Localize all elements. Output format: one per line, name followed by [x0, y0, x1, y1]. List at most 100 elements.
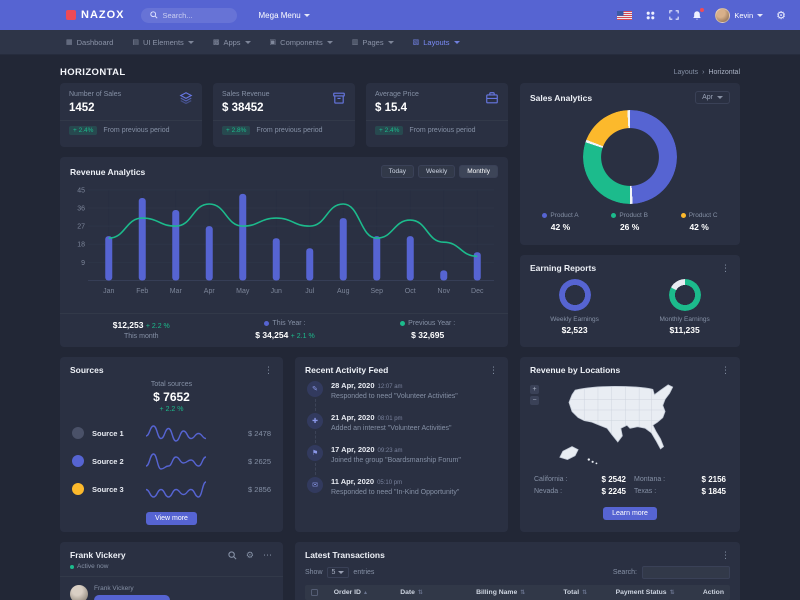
sources-card: Sources ⋮ Total sources $ 7652 + 2.2 % S… — [60, 357, 283, 532]
card-title: Latest Transactions — [305, 550, 385, 560]
weekly-earnings-ring — [558, 279, 591, 311]
settings-gear-icon[interactable]: ⚙ — [776, 9, 786, 22]
column-action: Action — [702, 589, 724, 596]
chat-settings-gear-icon[interactable]: ⚙ — [245, 550, 254, 560]
revenue-this-year: This Year : $ 34,254 + 2.1 % — [255, 320, 315, 340]
chevron-down-icon — [187, 40, 194, 44]
source-3-icon — [72, 483, 84, 495]
chevron-down-icon — [453, 40, 460, 44]
source-row[interactable]: Source 3 $ 2856 — [60, 475, 283, 503]
card-menu-icon[interactable]: ⋮ — [489, 364, 498, 375]
sales-donut-chart — [583, 110, 677, 204]
language-flag-icon[interactable] — [617, 10, 633, 20]
apps-icon: ▩ — [212, 39, 220, 46]
select-all-checkbox[interactable] — [311, 589, 318, 596]
delta-badge: + 2.4% — [375, 126, 404, 135]
breadcrumb-parent[interactable]: Layouts — [673, 69, 699, 76]
legend-dot — [542, 213, 548, 218]
table-search-input[interactable] — [642, 566, 730, 579]
activity-item: ✎ 28 Apr, 2020 12:07 am Responded to need… — [307, 381, 498, 413]
svg-text:Feb: Feb — [136, 288, 148, 295]
briefcase-icon — [485, 91, 499, 114]
location-stat: Nevada : $ 2245 — [534, 487, 626, 496]
source-row[interactable]: Source 2 $ 2625 — [60, 447, 283, 475]
column-payment-status[interactable]: Payment Status ⇅ — [615, 589, 675, 596]
card-menu-icon[interactable]: ⋮ — [721, 549, 730, 560]
location-stat: California : $ 2542 — [534, 475, 626, 484]
mega-menu-button[interactable]: Mega Menu — [259, 11, 310, 20]
chevron-down-icon — [717, 96, 723, 99]
chat-card: Frank Vickery Active now ⚙ ⋯ — [60, 542, 283, 600]
nav-item-pages[interactable]: ▥ Pages — [352, 38, 394, 47]
card-title: Sales Analytics — [530, 92, 593, 103]
notifications-bell-icon[interactable] — [692, 7, 705, 21]
delta-badge: + 2.8% — [222, 126, 251, 135]
components-icon: ▣ — [269, 39, 277, 46]
series-dot — [400, 321, 406, 326]
mail-icon: ✉ — [307, 477, 323, 493]
column-order-id[interactable]: Order ID ▴ — [333, 589, 367, 596]
learn-more-button[interactable]: Learn more — [603, 507, 657, 520]
show-entries-control: Show 5 entries — [305, 567, 375, 578]
apps-grid-icon[interactable] — [645, 10, 656, 21]
chat-avatar — [70, 585, 88, 600]
user-name: Kevin — [734, 10, 754, 20]
search-input[interactable] — [162, 10, 233, 20]
column-date[interactable]: Date ⇅ — [400, 589, 423, 596]
range-button-today[interactable]: Today — [380, 165, 415, 178]
chevron-down-icon — [387, 40, 394, 44]
sort-icon: ⇅ — [669, 590, 675, 596]
nav-item-layouts[interactable]: ▧ Layouts — [413, 38, 460, 47]
breadcrumb: Layouts › Horizontal — [674, 69, 740, 76]
card-menu-icon[interactable]: ⋮ — [264, 364, 273, 375]
svg-text:9: 9 — [81, 260, 85, 267]
location-stat: Montana : $ 2156 — [634, 475, 726, 484]
svg-text:Aug: Aug — [337, 288, 350, 295]
card-menu-icon[interactable]: ⋮ — [721, 364, 730, 375]
period-select[interactable]: Apr — [695, 91, 730, 104]
logo[interactable]: NAZOX — [66, 9, 125, 21]
view-more-button[interactable]: View more — [146, 512, 197, 525]
revenue-previous-year: Previous Year : $ 32,695 — [400, 320, 455, 340]
earning-reports-card: Earning Reports ⋮ Weekly Earnings $2,523… — [520, 255, 740, 347]
source-3-sparkline — [144, 479, 208, 499]
svg-text:Jul: Jul — [305, 288, 314, 295]
fullscreen-icon[interactable] — [669, 10, 680, 20]
user-menu[interactable]: Kevin — [715, 7, 764, 23]
nav-item-dashboard[interactable]: ▦ Dashboard — [66, 37, 114, 47]
legend-dot — [680, 213, 686, 218]
donut-legend: Product A 42 % Product B 26 % Product C … — [520, 204, 740, 232]
card-title: Sources — [70, 365, 104, 375]
stat-label: Average Price — [375, 91, 419, 98]
main-navbar: ▦ Dashboard ▤ UI Elements ▩ Apps ▣ Compo… — [0, 30, 800, 55]
dashboard-icon: ▦ — [66, 39, 73, 46]
online-status-dot — [70, 564, 74, 569]
column-total[interactable]: Total ⇅ — [563, 589, 588, 596]
breadcrumb-current: Horizontal — [708, 69, 740, 76]
column-billing-name[interactable]: Billing Name ⇅ — [476, 589, 526, 596]
stat-label: Number of Sales — [69, 91, 122, 98]
card-menu-icon[interactable]: ⋮ — [721, 262, 730, 273]
entries-select[interactable]: 5 — [326, 567, 350, 578]
activity-item: ✉ 11 Apr, 2020 05:10 pm Responded to need… — [307, 477, 498, 509]
chevron-down-icon — [326, 40, 333, 44]
svg-text:Sep: Sep — [371, 288, 384, 295]
topbar-search[interactable] — [140, 7, 237, 23]
chevron-down-icon — [303, 13, 310, 17]
chat-more-icon[interactable]: ⋯ — [263, 550, 273, 560]
zoom-in-button[interactable]: + — [530, 385, 539, 394]
nav-item-ui-elements[interactable]: ▤ UI Elements — [132, 38, 194, 47]
stat-label: Sales Revenue — [222, 91, 270, 98]
chat-search-icon[interactable] — [228, 551, 237, 560]
nav-item-components[interactable]: ▣ Components — [270, 38, 333, 47]
breadcrumb-separator: › — [702, 69, 705, 76]
range-button-weekly[interactable]: Weekly — [418, 165, 456, 178]
nav-item-apps[interactable]: ▩ Apps — [213, 38, 251, 47]
range-button-monthly[interactable]: Monthly — [459, 165, 498, 178]
source-row[interactable]: Source 1 $ 2478 — [60, 419, 283, 447]
sort-icon: ⇅ — [582, 590, 588, 596]
card-title: Recent Activity Feed — [305, 365, 389, 375]
svg-text:Jan: Jan — [103, 288, 114, 295]
svg-text:Dec: Dec — [471, 288, 484, 295]
zoom-out-button[interactable]: − — [530, 396, 539, 405]
